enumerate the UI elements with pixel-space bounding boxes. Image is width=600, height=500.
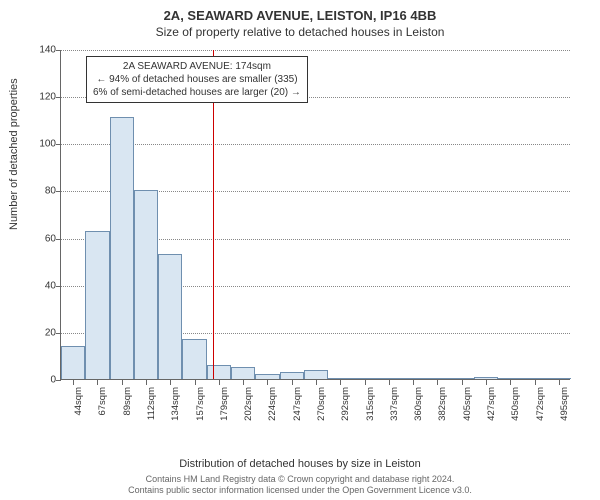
ytick-label: 20 [26,327,56,338]
xtick-mark [535,380,536,385]
chart-subtitle: Size of property relative to detached ho… [0,23,600,39]
xtick-mark [413,380,414,385]
annotation-line3: 6% of semi-detached houses are larger (2… [93,86,301,99]
xtick-mark [510,380,511,385]
xtick-label: 427sqm [486,387,497,447]
xtick-label: 270sqm [316,387,327,447]
histogram-bar [110,117,134,379]
plot-area: 02040608010012014044sqm67sqm89sqm112sqm1… [60,50,570,410]
histogram-bar [425,378,449,379]
histogram-bar [474,377,498,379]
ytick-mark [56,50,61,51]
histogram-bar [522,378,546,379]
xtick-mark [486,380,487,385]
chart-title: 2A, SEAWARD AVENUE, LEISTON, IP16 4BB [0,0,600,23]
histogram-bar [450,378,474,379]
histogram-bar [158,254,182,379]
histogram-bar [352,378,376,379]
xtick-mark [122,380,123,385]
footer-line2: Contains public sector information licen… [0,485,600,496]
histogram-bar [304,370,328,379]
xtick-mark [292,380,293,385]
xtick-label: 472sqm [535,387,546,447]
histogram-bar [547,378,571,379]
xtick-label: 405sqm [462,387,473,447]
y-axis-label: Number of detached properties [8,78,20,230]
histogram-bar [328,378,352,379]
ytick-mark [56,239,61,240]
xtick-label: 360sqm [413,387,424,447]
footer-line1: Contains HM Land Registry data © Crown c… [0,474,600,485]
histogram-bar [182,339,206,379]
histogram-bar [498,378,522,379]
annotation-line2: ← 94% of detached houses are smaller (33… [93,73,301,86]
xtick-label: 44sqm [73,387,84,447]
xtick-mark [462,380,463,385]
x-axis-label: Distribution of detached houses by size … [0,458,600,470]
xtick-mark [146,380,147,385]
xtick-mark [365,380,366,385]
histogram-bar [401,378,425,379]
histogram-bar [377,378,401,379]
histogram-bar [134,190,158,379]
footer-attribution: Contains HM Land Registry data © Crown c… [0,474,600,497]
chart-container: 2A, SEAWARD AVENUE, LEISTON, IP16 4BB Si… [0,0,600,500]
xtick-mark [195,380,196,385]
xtick-label: 202sqm [243,387,254,447]
xtick-mark [243,380,244,385]
gridline [61,144,570,145]
gridline [61,50,570,51]
histogram-bar [255,374,279,379]
annotation-line1: 2A SEAWARD AVENUE: 174sqm [93,60,301,73]
xtick-label: 112sqm [146,387,157,447]
xtick-label: 89sqm [122,387,133,447]
ytick-label: 140 [26,45,56,56]
ytick-mark [56,380,61,381]
xtick-mark [559,380,560,385]
annotation-box: 2A SEAWARD AVENUE: 174sqm← 94% of detach… [86,56,308,103]
xtick-mark [170,380,171,385]
xtick-label: 134sqm [170,387,181,447]
xtick-label: 157sqm [195,387,206,447]
histogram-bar [231,367,255,379]
xtick-label: 382sqm [437,387,448,447]
histogram-bar [280,372,304,379]
xtick-mark [267,380,268,385]
xtick-label: 179sqm [219,387,230,447]
xtick-mark [73,380,74,385]
xtick-mark [219,380,220,385]
ytick-label: 0 [26,375,56,386]
xtick-mark [437,380,438,385]
ytick-mark [56,144,61,145]
xtick-mark [340,380,341,385]
ytick-label: 40 [26,280,56,291]
ytick-label: 100 [26,139,56,150]
ytick-mark [56,286,61,287]
xtick-mark [389,380,390,385]
histogram-bar [61,346,85,379]
ytick-label: 60 [26,233,56,244]
xtick-mark [97,380,98,385]
xtick-label: 292sqm [340,387,351,447]
xtick-label: 315sqm [365,387,376,447]
histogram-bar [85,231,109,380]
ytick-label: 80 [26,186,56,197]
histogram-bar [207,365,231,379]
xtick-mark [316,380,317,385]
xtick-label: 495sqm [559,387,570,447]
xtick-label: 224sqm [267,387,278,447]
ytick-mark [56,191,61,192]
ytick-mark [56,97,61,98]
xtick-label: 337sqm [389,387,400,447]
xtick-label: 450sqm [510,387,521,447]
chart-inner: 02040608010012014044sqm67sqm89sqm112sqm1… [60,50,570,380]
xtick-label: 67sqm [97,387,108,447]
ytick-mark [56,333,61,334]
xtick-label: 247sqm [292,387,303,447]
ytick-label: 120 [26,92,56,103]
